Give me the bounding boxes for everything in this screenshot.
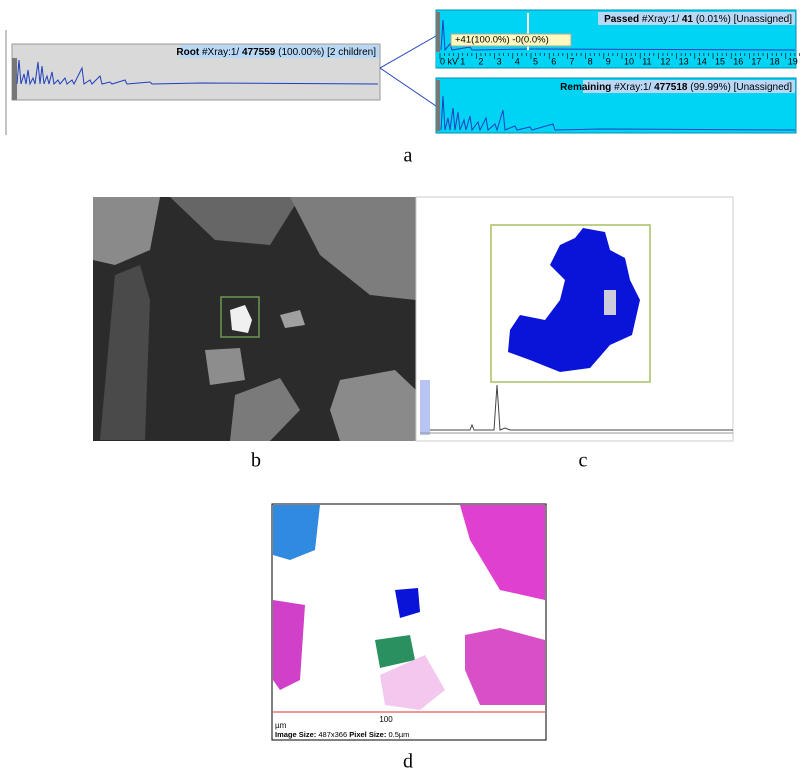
ruler-label: 11 — [642, 56, 651, 66]
node-count: 477518 — [654, 82, 688, 93]
node-name: Remaining — [560, 82, 611, 93]
info-label: Image Size: — [275, 730, 316, 739]
ruler-label: 9 — [606, 56, 611, 66]
node-detail: (0.01%) [Unassigned] — [696, 14, 792, 25]
node-detail: (100.00%) [2 children] — [278, 47, 376, 58]
figure: Root #Xray:1/ 477559 (100.00%) [2 childr… — [0, 0, 804, 772]
node-query: #Xray:1/ — [614, 82, 651, 93]
connector — [380, 68, 436, 106]
ruler-label: 10 — [624, 56, 634, 66]
ruler-label: 18 — [770, 56, 780, 66]
spectrum-bar — [420, 380, 430, 435]
root-bar — [12, 58, 17, 100]
info-label: Pixel Size: — [349, 730, 386, 739]
ruler-label: 17 — [751, 56, 761, 66]
particle — [330, 370, 416, 441]
node-name: Root — [176, 47, 199, 58]
ruler-label: 16 — [733, 56, 743, 66]
passed-header-text: Passed #Xray:1/ 41 (0.01%) [Unassigned] — [604, 14, 792, 25]
root-header-text: Root #Xray:1/ 477559 (100.00%) [2 childr… — [176, 47, 376, 58]
node-bar — [436, 80, 440, 131]
ruler-label: 0 kV — [440, 56, 458, 66]
node-count: 477559 — [242, 47, 276, 58]
hole — [604, 290, 616, 315]
scale-value: 100 — [379, 715, 393, 724]
node-query: #Xray:1/ — [202, 47, 239, 58]
panel-label: a — [404, 145, 413, 167]
tooltip-text: +41(100.0%) -0(0.0%) — [455, 35, 549, 46]
ruler-label: 13 — [679, 56, 689, 66]
node-count: 41 — [682, 14, 694, 25]
info-value: 0.5µm — [388, 730, 409, 739]
node-name: Passed — [604, 14, 639, 25]
phase — [465, 628, 545, 705]
ruler-label: 3 — [497, 56, 502, 66]
ruler-label: 5 — [533, 56, 538, 66]
phase — [273, 600, 305, 690]
panel-label: b — [251, 450, 261, 472]
info-value: 487x366 — [318, 730, 347, 739]
remaining-header-text: Remaining #Xray:1/ 477518 (99.99%) [Unas… — [560, 82, 792, 93]
particle — [205, 348, 245, 385]
ruler-label: 1 — [460, 56, 465, 66]
scale-unit: µm — [275, 721, 287, 730]
ruler-label: 2 — [478, 56, 483, 66]
panel-label: c — [579, 450, 588, 472]
ruler-label: 14 — [697, 56, 707, 66]
ruler-label: 7 — [569, 56, 574, 66]
connector — [380, 36, 436, 68]
ruler-label: 15 — [715, 56, 725, 66]
ruler-label: 19 — [788, 56, 798, 66]
ruler-label: 12 — [660, 56, 670, 66]
ruler-label: 4 — [515, 56, 520, 66]
ruler-label: 8 — [588, 56, 593, 66]
node-query: #Xray:1/ — [642, 14, 679, 25]
image-info: Image Size: 487x366 Pixel Size: 0.5µm — [275, 730, 409, 739]
panel-label: d — [403, 751, 413, 772]
ruler-label: 6 — [551, 56, 556, 66]
node-detail: (99.99%) [Unassigned] — [690, 82, 792, 93]
